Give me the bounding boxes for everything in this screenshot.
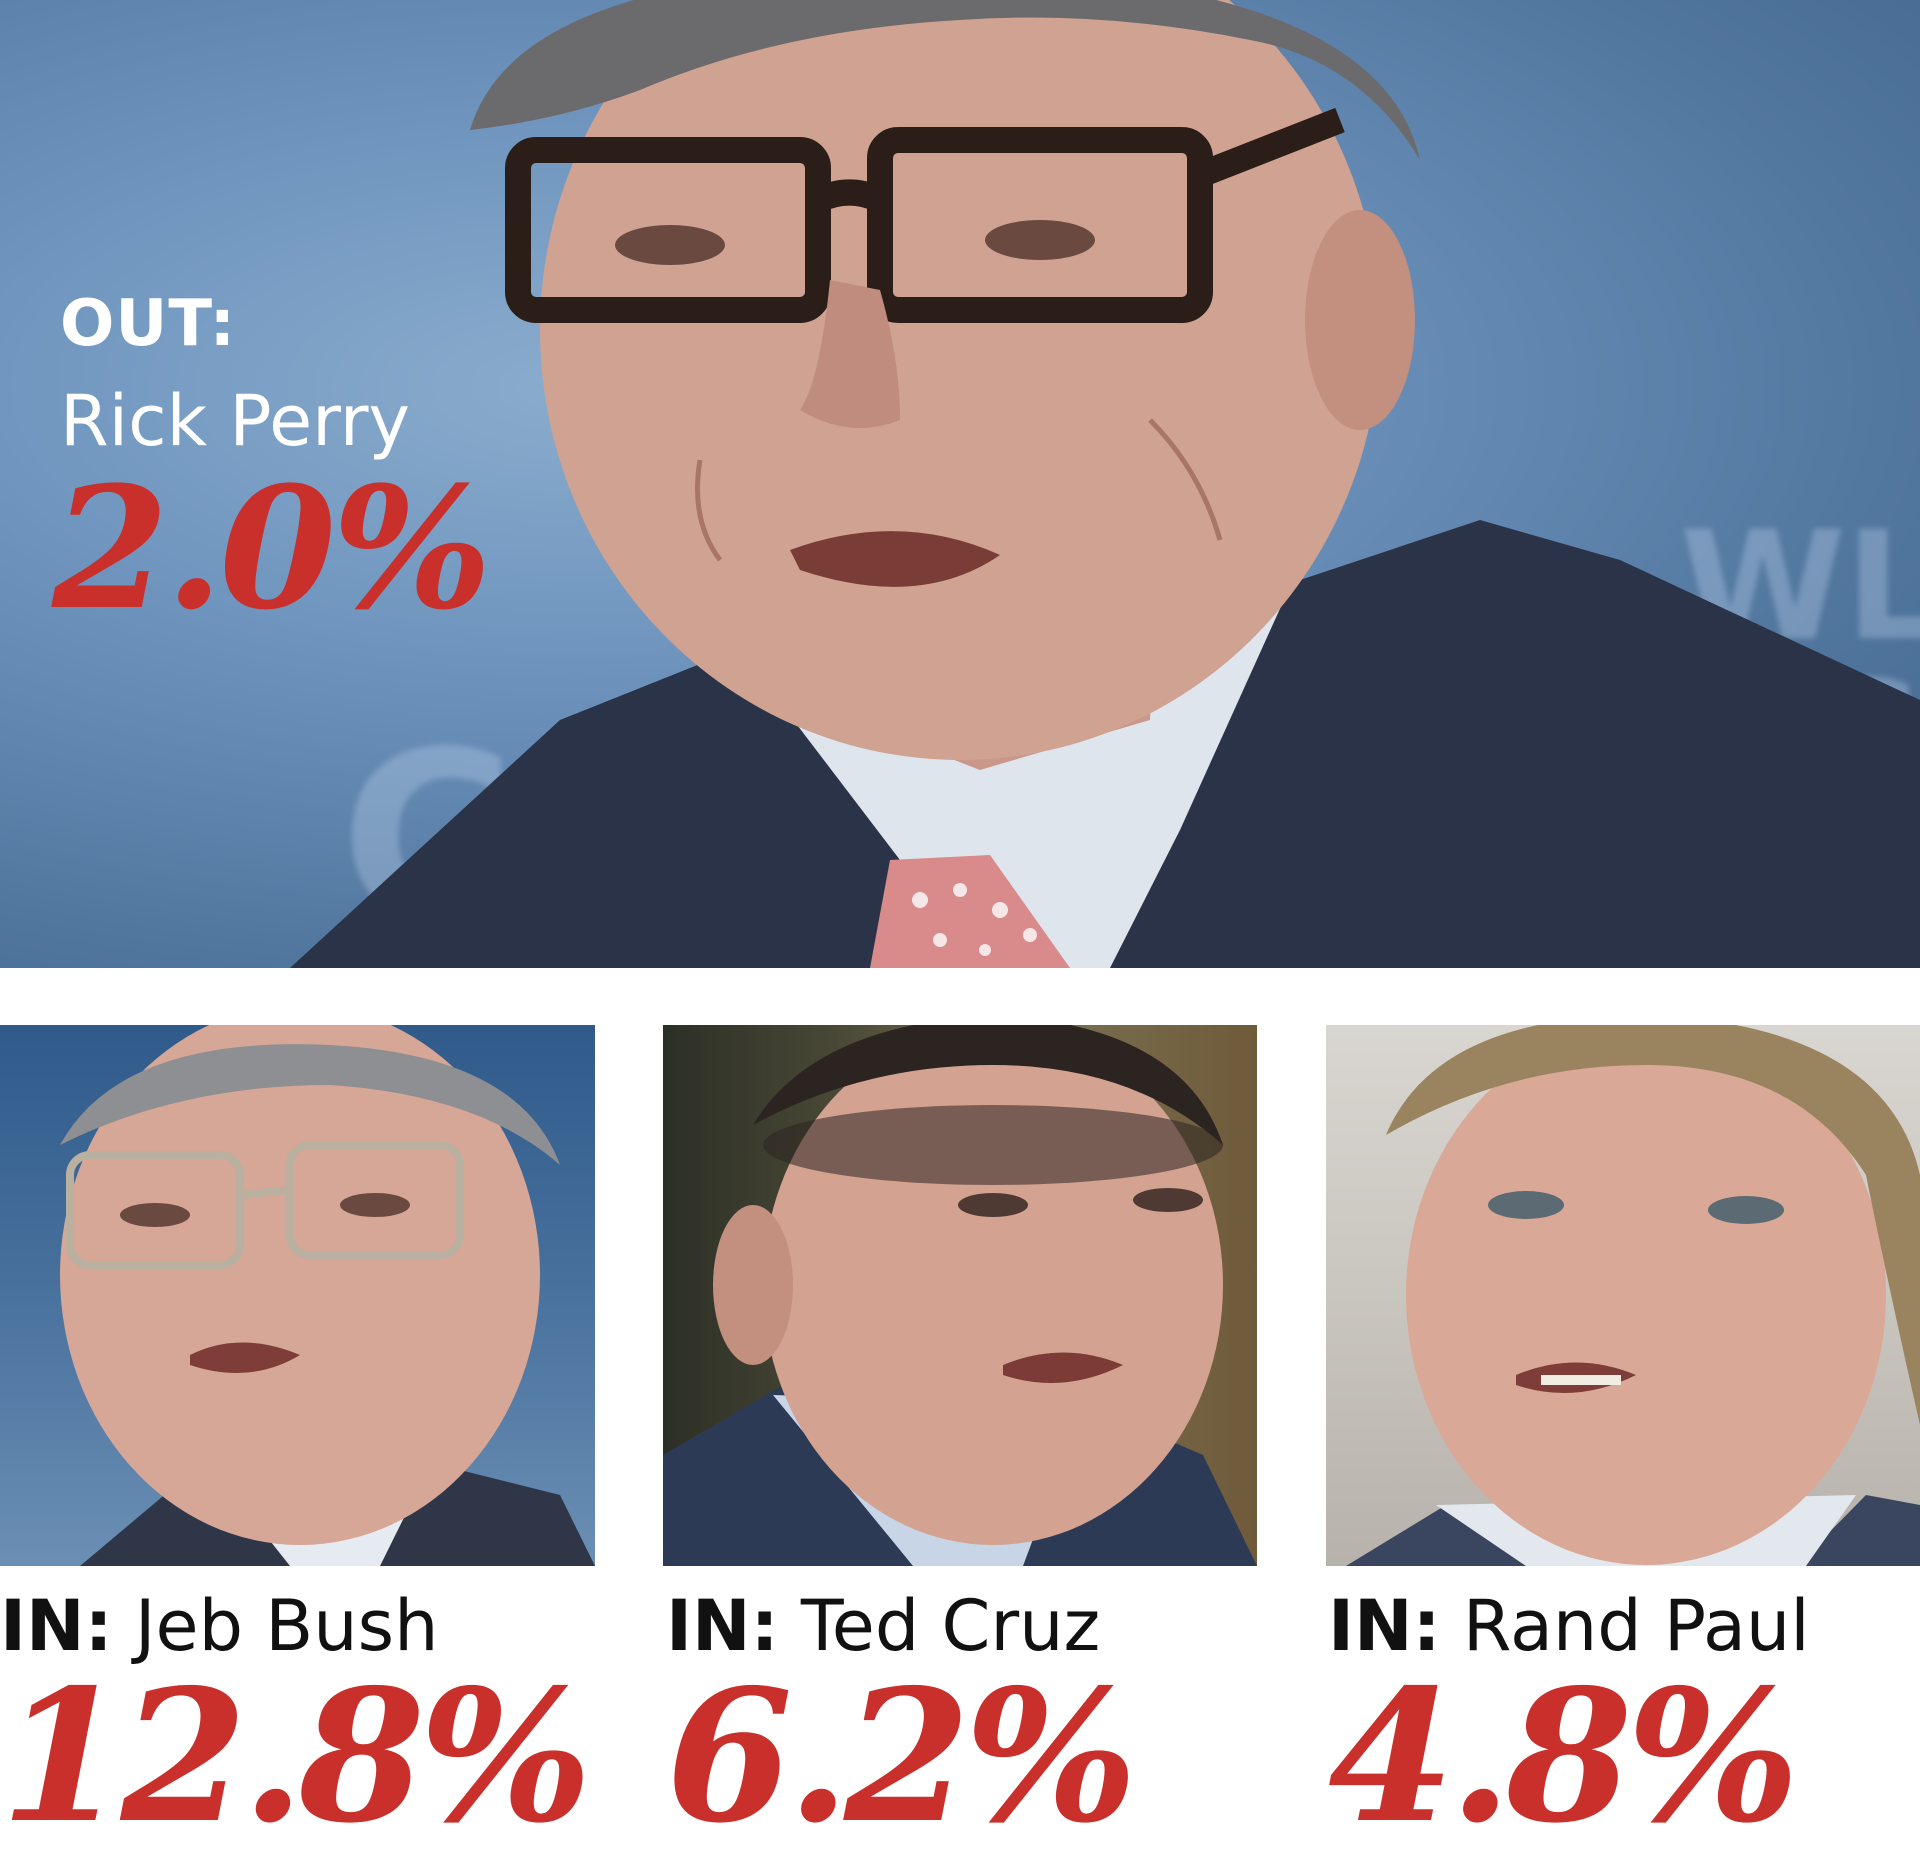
- candidate-name-rick-perry: Rick Perry: [60, 380, 410, 462]
- poll-percent-jeb-bush: 12.8%: [0, 1649, 592, 1863]
- candidate-name-ted-cruz: Ted Cruz: [800, 1585, 1101, 1667]
- candidate-card-ted-cruz: IN: Ted Cruz 6.2%: [663, 1025, 1257, 1847]
- photo-ted-cruz: [663, 1025, 1257, 1566]
- hero-photo-rick-perry: [290, 0, 1920, 968]
- candidate-name-jeb-bush: Jeb Bush: [134, 1585, 439, 1667]
- poll-percent-ted-cruz: 6.2%: [666, 1649, 1138, 1863]
- poll-percent-rand-paul: 4.8%: [1328, 1649, 1800, 1863]
- hero-caption: OUT: Rick Perry 2.0%: [52, 287, 492, 632]
- photo-jeb-bush: [0, 1025, 595, 1566]
- in-status-label: IN:: [0, 1585, 113, 1667]
- candidate-card-jeb-bush: IN: Jeb Bush 12.8%: [0, 1025, 595, 1847]
- candidate-card-rand-paul: IN: Rand Paul 4.8%: [1326, 1025, 1920, 1847]
- candidate-name-rand-paul: Rand Paul: [1462, 1585, 1810, 1667]
- photo-rand-paul: [1326, 1025, 1920, 1566]
- candidate-caption-ted-cruz: IN: Ted Cruz: [666, 1591, 1100, 1661]
- poll-percent-rick-perry: 2.0%: [52, 449, 492, 647]
- portrait-rand-paul: [1346, 1025, 1920, 1566]
- candidate-caption-jeb-bush: IN: Jeb Bush: [0, 1591, 439, 1661]
- in-status-label: IN:: [1328, 1585, 1441, 1667]
- in-status-label: IN:: [666, 1585, 779, 1667]
- candidate-caption-rand-paul: IN: Rand Paul: [1328, 1591, 1810, 1661]
- portrait-ted-cruz: [663, 1025, 1257, 1566]
- out-status-label: OUT:: [60, 287, 237, 361]
- portrait-jeb-bush: [60, 1025, 595, 1566]
- hero-section: C-S WL SC: [0, 0, 1920, 968]
